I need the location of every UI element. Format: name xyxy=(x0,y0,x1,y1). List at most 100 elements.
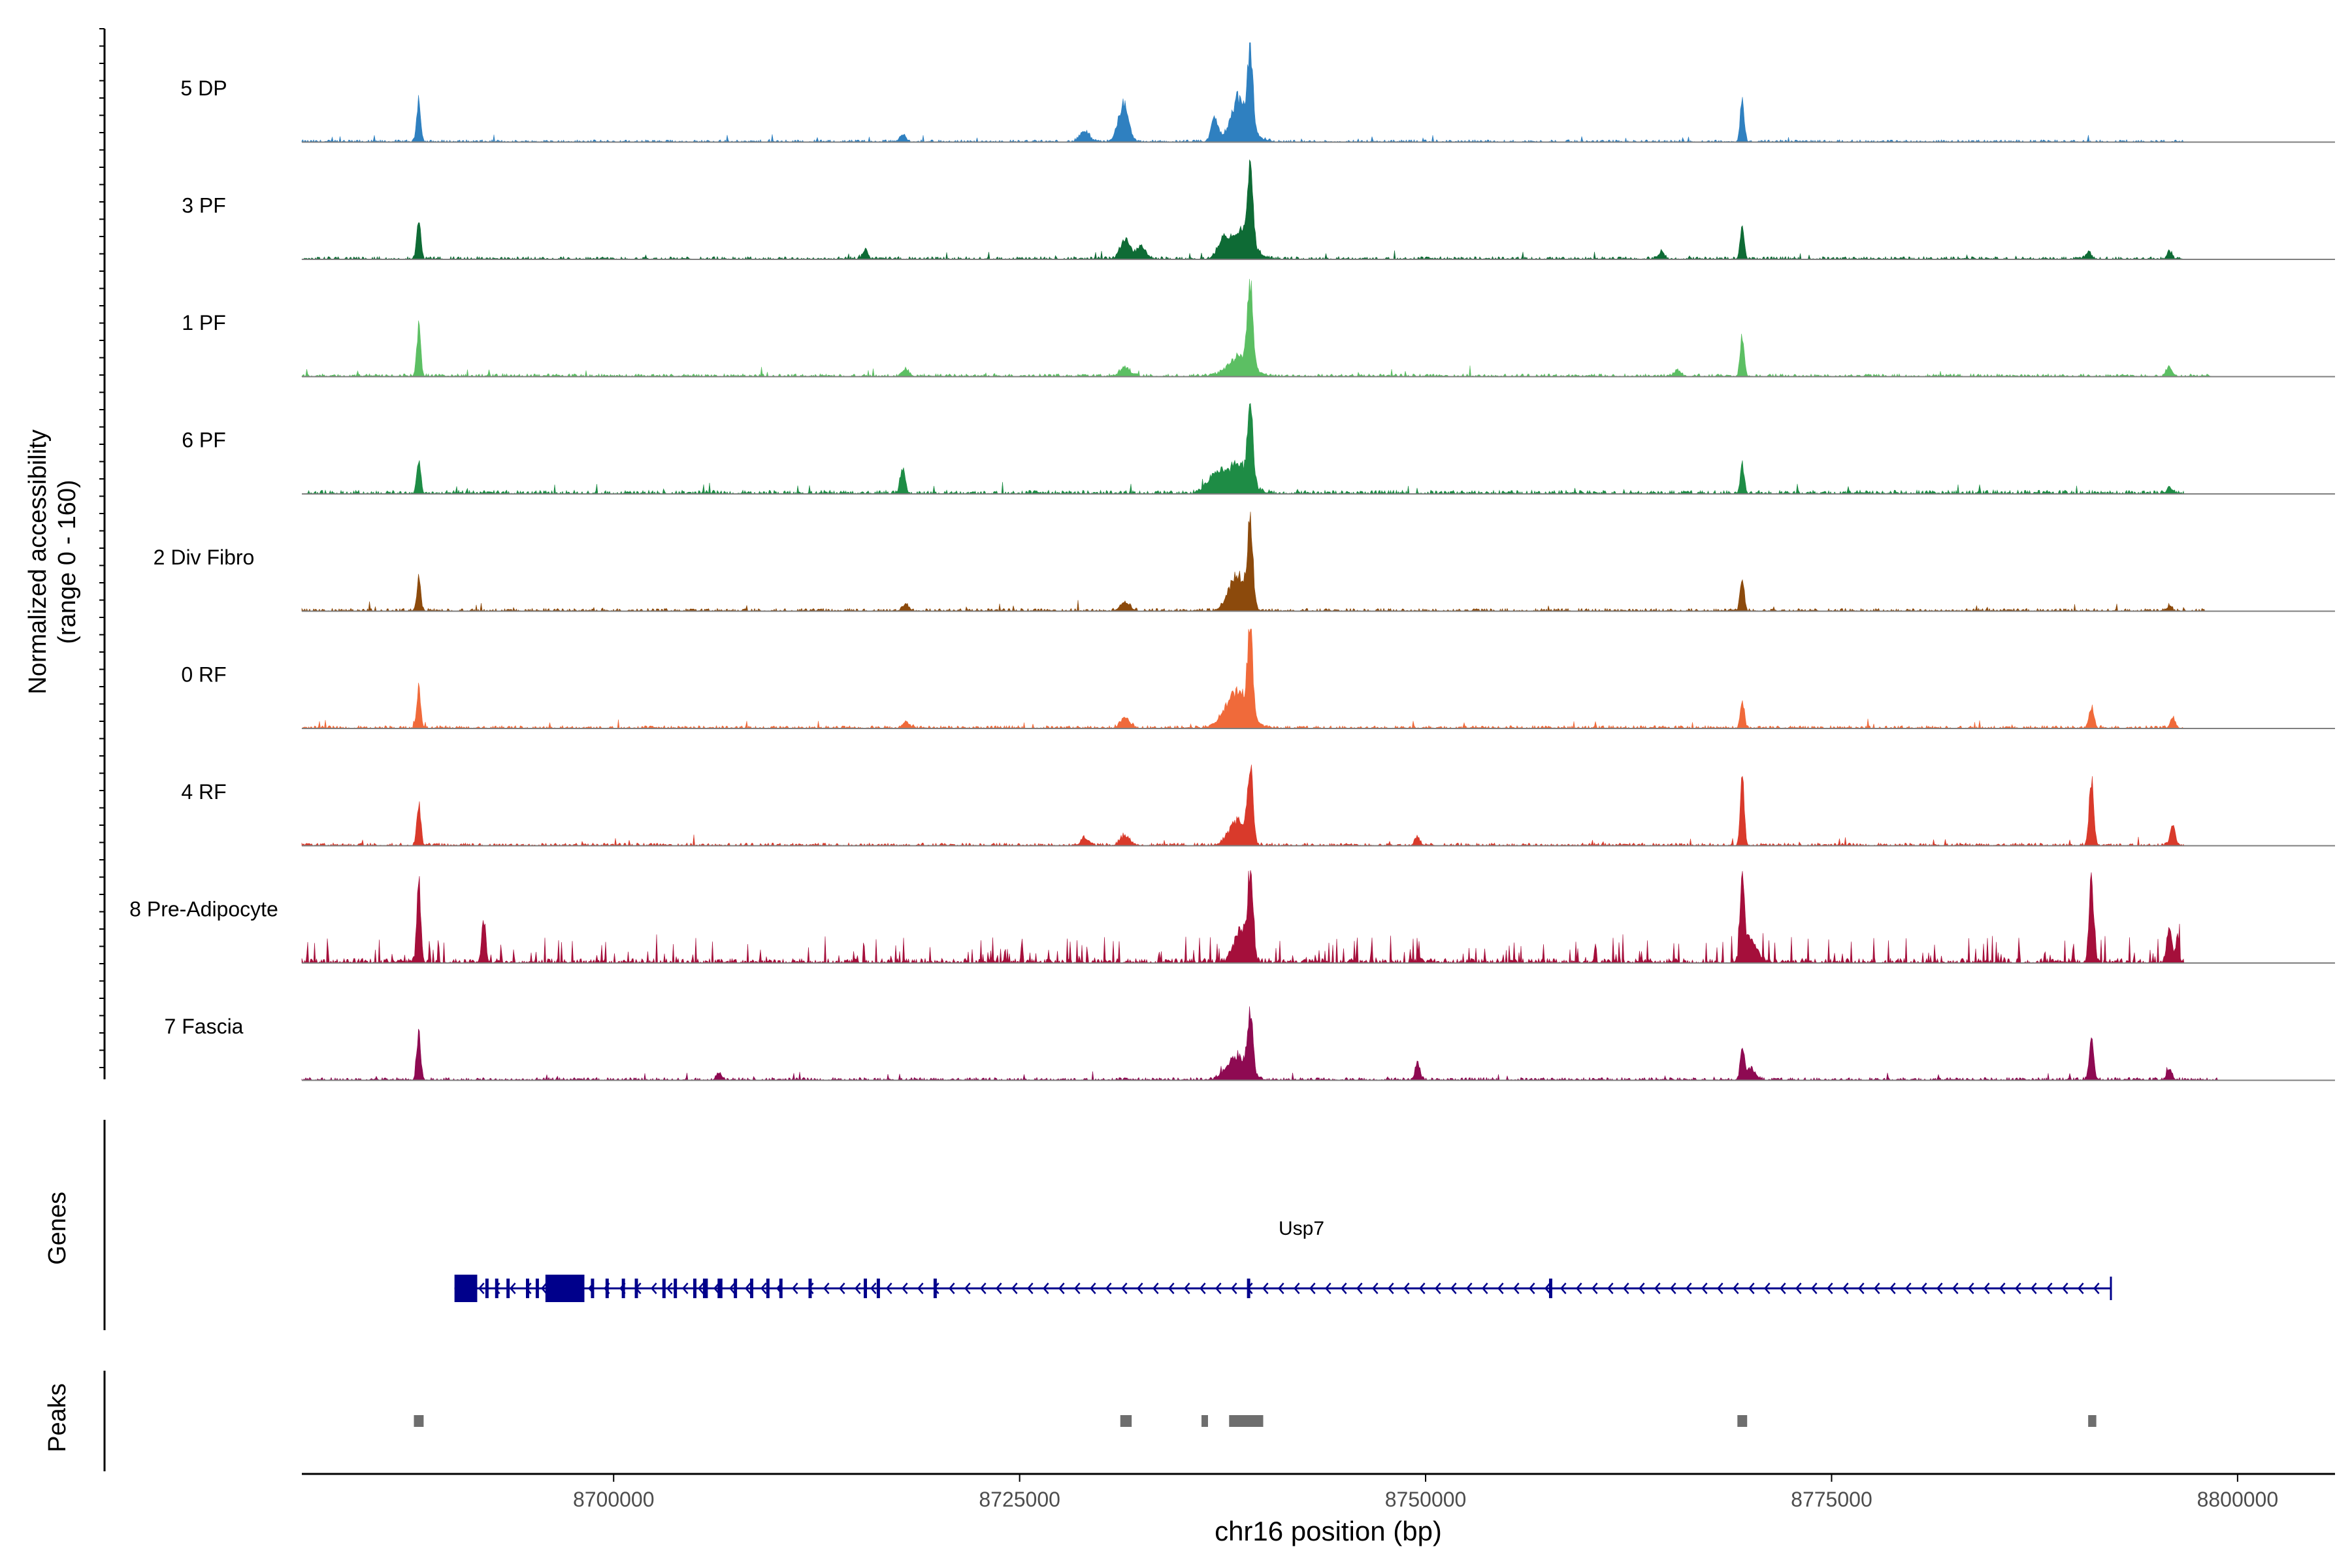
strand-arrow xyxy=(885,1282,892,1294)
strand-arrow xyxy=(1654,1282,1661,1294)
strand-arrow xyxy=(1999,1282,2006,1294)
strand-arrow xyxy=(1669,1282,1676,1294)
strand-arrow xyxy=(1120,1282,1128,1294)
strand-arrow xyxy=(478,1282,485,1294)
peak-region xyxy=(1201,1415,1208,1427)
y-axis-title-line2: (range 0 - 160) xyxy=(54,480,81,644)
strand-arrow xyxy=(964,1282,971,1294)
gene-exon xyxy=(662,1279,666,1298)
strand-arrow xyxy=(1857,1282,1865,1294)
gene-exon xyxy=(495,1279,498,1298)
track-label: 4 RF xyxy=(181,780,226,804)
x-tick-label: 8800000 xyxy=(2197,1488,2279,1511)
gene-exon xyxy=(766,1279,770,1298)
strand-arrow xyxy=(948,1282,955,1294)
peak-region xyxy=(1229,1415,1264,1427)
strand-arrow xyxy=(1983,1282,1990,1294)
strand-arrow xyxy=(1763,1282,1771,1294)
strand-arrow xyxy=(650,1282,657,1294)
strand-arrow xyxy=(1638,1282,1645,1294)
gene-exon xyxy=(485,1279,489,1298)
strand-arrow xyxy=(1591,1282,1598,1294)
strand-arrow xyxy=(854,1282,861,1294)
strand-arrow xyxy=(713,1282,720,1294)
track-label: 1 PF xyxy=(182,311,226,335)
strand-arrow xyxy=(540,1282,547,1294)
strand-arrow xyxy=(666,1282,673,1294)
gene-exon xyxy=(876,1279,880,1298)
strand-arrow xyxy=(1544,1282,1551,1294)
strand-arrow xyxy=(979,1282,987,1294)
strand-arrow xyxy=(1779,1282,1786,1294)
gene-strand-arrows xyxy=(462,1282,2100,1294)
x-axis: 8700000 8725000 8750000 8775000 8800000 xyxy=(302,1473,2335,1511)
strand-arrow xyxy=(1528,1282,1535,1294)
strand-arrow xyxy=(1042,1282,1049,1294)
coverage-area xyxy=(301,512,2206,612)
strand-arrow xyxy=(1356,1282,1363,1294)
track-label: 5 DP xyxy=(180,76,227,100)
strand-arrow xyxy=(728,1282,736,1294)
gene-exon xyxy=(808,1279,812,1298)
strand-arrow xyxy=(1309,1282,1316,1294)
strand-arrow xyxy=(1465,1282,1473,1294)
strand-arrow xyxy=(917,1282,924,1294)
strand-arrow xyxy=(1497,1282,1504,1294)
gene-exon xyxy=(591,1279,595,1298)
strand-arrow xyxy=(1560,1282,1567,1294)
strand-arrow xyxy=(1168,1282,1175,1294)
gene-exon xyxy=(779,1279,783,1298)
gene-exon xyxy=(717,1279,723,1298)
track-label: 0 RF xyxy=(181,663,226,687)
strand-arrow xyxy=(744,1282,751,1294)
track-label: 6 PF xyxy=(182,429,226,452)
strand-arrow xyxy=(1701,1282,1708,1294)
strand-arrow xyxy=(1748,1282,1755,1294)
track-label: 7 Fascia xyxy=(165,1015,244,1038)
strand-arrow xyxy=(1011,1282,1018,1294)
strand-arrow xyxy=(1607,1282,1614,1294)
coverage-area xyxy=(301,42,2185,143)
strand-arrow xyxy=(791,1282,798,1294)
strand-arrow xyxy=(760,1282,767,1294)
strand-arrow xyxy=(2046,1282,2053,1294)
gene-exon xyxy=(1548,1279,1552,1298)
peak-region xyxy=(1737,1415,1748,1427)
strand-arrow xyxy=(1387,1282,1394,1294)
strand-arrow xyxy=(697,1282,704,1294)
strand-arrow xyxy=(1889,1282,1896,1294)
coverage-track-4: 2 Div Fibro xyxy=(154,512,2335,612)
coverage-area xyxy=(301,764,2185,847)
strand-arrow xyxy=(1089,1282,1096,1294)
strand-arrow xyxy=(1026,1282,1034,1294)
strand-arrow xyxy=(1810,1282,1818,1294)
gene-exon xyxy=(545,1275,585,1302)
coverage-y-axis xyxy=(99,28,106,1079)
coverage-area xyxy=(301,159,2184,261)
gene-exon xyxy=(621,1279,625,1298)
coverage-track-3: 6 PF xyxy=(182,402,2335,495)
strand-arrow xyxy=(1215,1282,1222,1294)
strand-arrow xyxy=(681,1282,689,1294)
strand-arrow xyxy=(1183,1282,1190,1294)
strand-arrow xyxy=(509,1282,516,1294)
coverage-track-0: 5 DP xyxy=(180,42,2335,143)
coverage-track-2: 1 PF xyxy=(182,278,2335,378)
strand-arrow xyxy=(1058,1282,1065,1294)
peak-region xyxy=(1120,1415,1132,1427)
strand-arrow xyxy=(2093,1282,2100,1294)
strand-arrow xyxy=(2014,1282,2021,1294)
x-tick-label: 8775000 xyxy=(1791,1488,1872,1511)
coverage-area xyxy=(301,629,2184,730)
strand-arrow xyxy=(1952,1282,1959,1294)
gene-exon xyxy=(734,1279,738,1298)
gene-exon xyxy=(933,1279,937,1298)
strand-arrow xyxy=(1403,1282,1410,1294)
strand-arrow xyxy=(1073,1282,1081,1294)
peak-region xyxy=(2088,1415,2097,1427)
strand-arrow xyxy=(1434,1282,1441,1294)
strand-arrow xyxy=(1512,1282,1520,1294)
gene-exon xyxy=(526,1279,529,1298)
y-axis-title-line1: Normalized accessibility xyxy=(24,429,52,694)
